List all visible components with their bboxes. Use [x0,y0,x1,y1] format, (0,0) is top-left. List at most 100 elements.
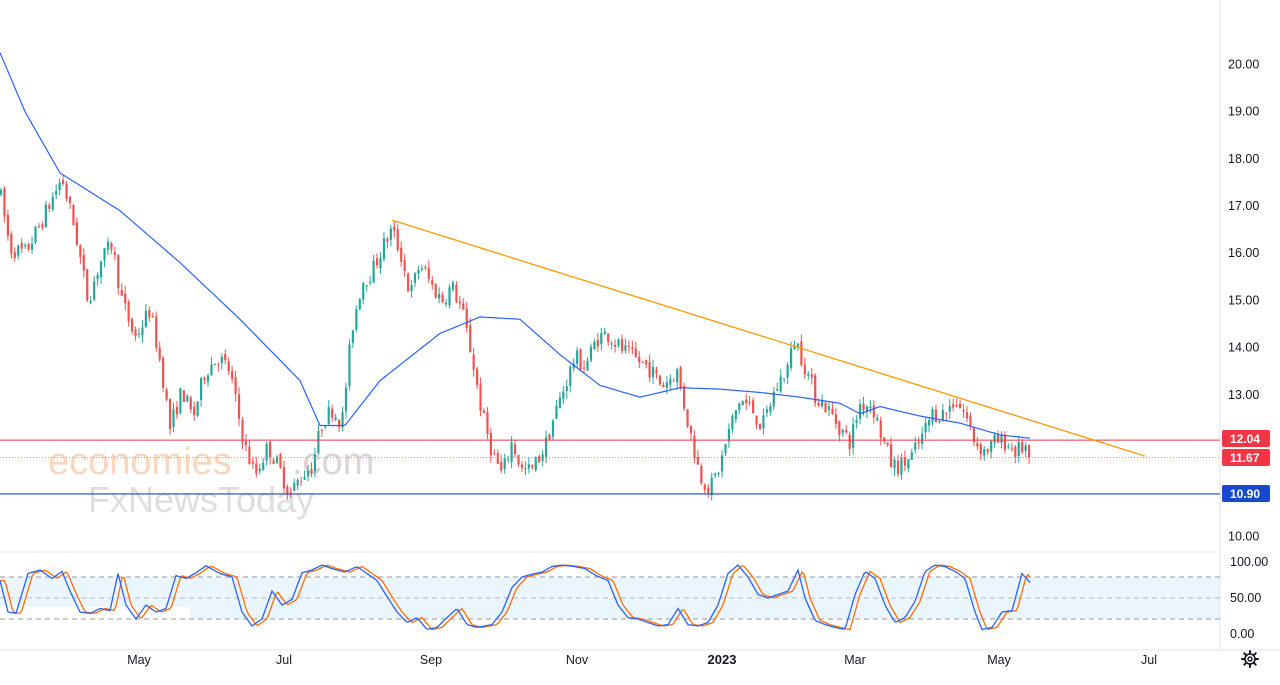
candle-body [224,354,227,361]
candle-body [37,226,41,228]
candle-body [362,283,365,300]
candle-body [569,366,572,386]
candle-body [365,285,368,287]
candle-body [858,404,862,419]
candle-body [883,437,886,442]
candle-body [327,406,330,424]
candle-body [562,391,565,399]
candle-body [465,308,468,329]
candle-body [389,228,392,240]
candle-body [527,464,530,469]
candle-body [99,261,103,278]
candle-body [924,423,927,433]
candle-body [393,226,396,231]
candle-body [807,373,810,376]
candle-body [375,258,379,266]
candle-body [27,243,30,250]
candle-body [786,365,789,378]
candle-body [1028,444,1031,458]
candle-body [200,378,203,400]
candle-body [772,391,775,407]
candle-body [972,427,975,443]
candle-body [6,215,9,236]
candle-body [510,442,513,462]
candle-body [341,412,344,428]
candle-body [507,459,510,461]
candle-body [696,457,699,465]
candle-body [662,384,665,388]
candle-body [748,402,751,404]
candle-body [758,423,762,430]
candle-body [141,327,144,336]
candle-body [148,310,151,318]
candle-body [265,443,268,461]
price-axis-tick: 17.00 [1228,199,1259,213]
candle-body [482,410,486,414]
candle-body [55,190,58,195]
candle-body [862,403,865,411]
candle-body [469,325,472,353]
candle-body [355,309,358,330]
candle-body [124,293,127,304]
candle-body [262,462,265,470]
candle-body [727,428,731,442]
candle-body [689,425,693,434]
candle-body [834,414,837,424]
candle-body [693,435,696,459]
candle-body [910,452,913,461]
candle-body [372,260,375,283]
price-axis-tick: 16.00 [1228,246,1259,260]
candle-body [990,441,993,453]
candle-body [803,364,806,375]
candle-body [869,406,872,409]
candle-body [82,254,85,271]
candle-body [555,405,558,419]
time-axis-tick: Jul [1141,653,1157,667]
candle-body [196,401,199,416]
price-axis[interactable]: 20.00 19.00 18.00 17.00 16.00 15.00 14.00 13.00… [1228,57,1268,641]
candle-body [300,481,303,483]
candle-body [496,453,499,464]
candle-body [700,465,703,483]
candle-body [827,406,831,410]
candle-body [769,406,772,412]
candle-body [175,406,179,415]
candle-body [434,284,437,298]
candle-body [338,419,341,428]
candle-body [431,280,434,285]
candle-body [403,259,406,272]
candle-body [303,477,306,480]
candle-body [151,316,154,318]
candle-body [320,429,323,431]
candle-body [921,433,924,444]
candle-body [503,458,506,470]
stochastic-axis-tick: 100.00 [1230,555,1268,569]
candle-body [396,229,399,250]
candle-body [945,412,948,414]
settings-gear-icon[interactable] [1241,650,1259,668]
watermark-com: .com [292,441,374,483]
candle-body [824,402,827,413]
candle-body [565,386,568,391]
candle-body [524,468,527,470]
time-axis-tick: May [987,653,1011,667]
price-axis-tick: 14.00 [1228,341,1259,355]
candle-body [596,339,599,347]
candle-body [841,429,844,434]
time-axis[interactable]: May Jul Sep Nov 2023 Mar May Jul [127,652,1157,667]
candle-body [627,345,630,347]
candle-body [927,419,931,426]
candle-body [86,269,89,301]
time-axis-tick: May [127,653,151,667]
resistance-badge-label: 12.04 [1230,432,1260,446]
candle-body [289,491,292,493]
candle-body [931,409,934,422]
candle-body [58,182,61,191]
candle-body [251,461,254,464]
candle-body [651,366,655,378]
time-axis-tick: 2023 [708,652,737,667]
candle-body [979,444,982,455]
candle-body [486,411,489,434]
candle-body [845,429,848,433]
candle-body [779,376,782,392]
